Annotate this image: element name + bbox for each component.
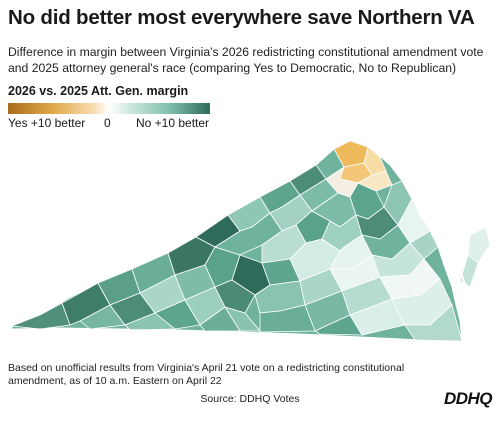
county-eastern-shore-1: [467, 226, 491, 264]
map-subtitle: Difference in margin between Virginia's …: [8, 45, 484, 75]
chesapeake-bay: [439, 194, 469, 296]
legend-left-label: Yes +10 better: [8, 116, 86, 130]
county-neck-3: [409, 230, 439, 260]
virginia-county-map: [11, 140, 491, 342]
source-line: Source: DDHQ Votes: [200, 393, 300, 405]
map-title: No did better most everywhere save North…: [8, 6, 475, 29]
legend-right-label: No +10 better: [136, 116, 210, 130]
legend-color-bar: [8, 103, 210, 114]
county-sw-1: [12, 302, 71, 330]
legend-title: 2026 vs. 2025 Att. Gen. margin: [8, 84, 189, 98]
county-neck-2: [397, 198, 431, 244]
county-nova-3: [363, 146, 387, 176]
county-neck-1: [383, 180, 413, 226]
county-nova-4: [357, 170, 393, 192]
legend-center-label: 0: [104, 116, 111, 130]
ddhq-logo: DDHQ: [443, 389, 493, 408]
county-ridge-7: [214, 279, 256, 314]
county-east-13: [404, 304, 462, 341]
footnote: Based on unofficial results from Virgini…: [8, 362, 405, 387]
county-eastern-shore-2: [459, 254, 479, 288]
